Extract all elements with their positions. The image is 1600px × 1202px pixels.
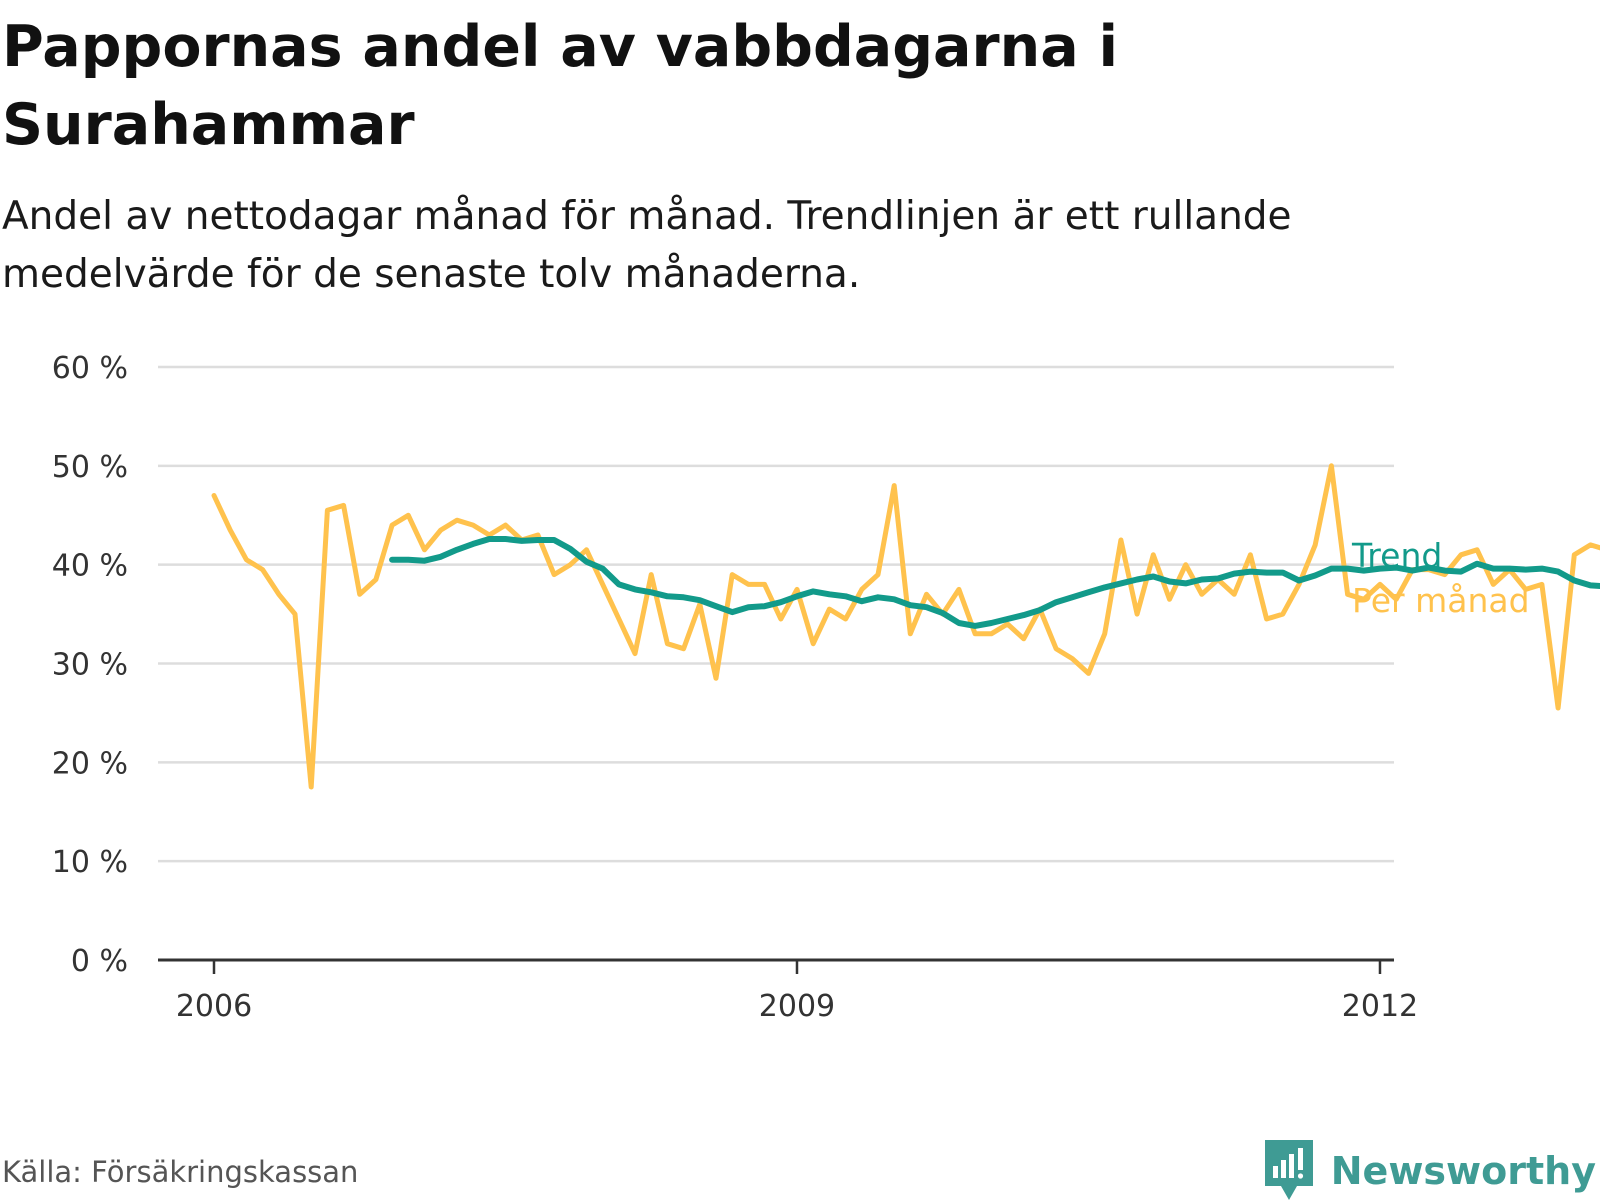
brand-logo: Newsworthy (1264, 1140, 1596, 1202)
y-tick-label: 40 % (52, 549, 128, 584)
chart-subtitle: Andel av nettodagar månad för månad. Tre… (2, 194, 1292, 297)
bar-chart-speech-bubble-icon (1264, 1140, 1313, 1200)
line-chart: 0 %10 %20 %30 %40 %50 %60 %2006200920122… (52, 351, 1600, 1024)
series-line-trend (389, 536, 1600, 629)
y-tick-label: 60 % (52, 351, 128, 386)
y-tick-label: 50 % (52, 450, 128, 485)
axes: 0 %10 %20 %30 %40 %50 %60 %2006200920122… (52, 351, 1418, 1024)
series-label-trend: Trend (1351, 536, 1442, 575)
x-tick-label: 2006 (176, 989, 252, 1024)
series (211, 463, 1600, 790)
source-note: Källa: Försäkringskassan (2, 1155, 359, 1189)
y-tick-label: 10 % (52, 845, 128, 880)
chart-title: Pappornas andel av vabbdagarna i Suraham… (2, 14, 1119, 158)
series-line-monthly (211, 463, 1600, 790)
y-tick-label: 30 % (52, 648, 128, 683)
gridlines (158, 365, 1394, 863)
y-tick-label: 0 % (71, 944, 128, 979)
series-label-monthly: Per månad (1352, 581, 1530, 620)
brand-name: Newsworthy (1330, 1149, 1596, 1193)
x-tick-label: 2012 (1342, 989, 1418, 1024)
x-tick-label: 2009 (759, 989, 835, 1024)
y-tick-label: 20 % (52, 746, 128, 781)
series-labels: Trend Per månad (1351, 536, 1530, 620)
